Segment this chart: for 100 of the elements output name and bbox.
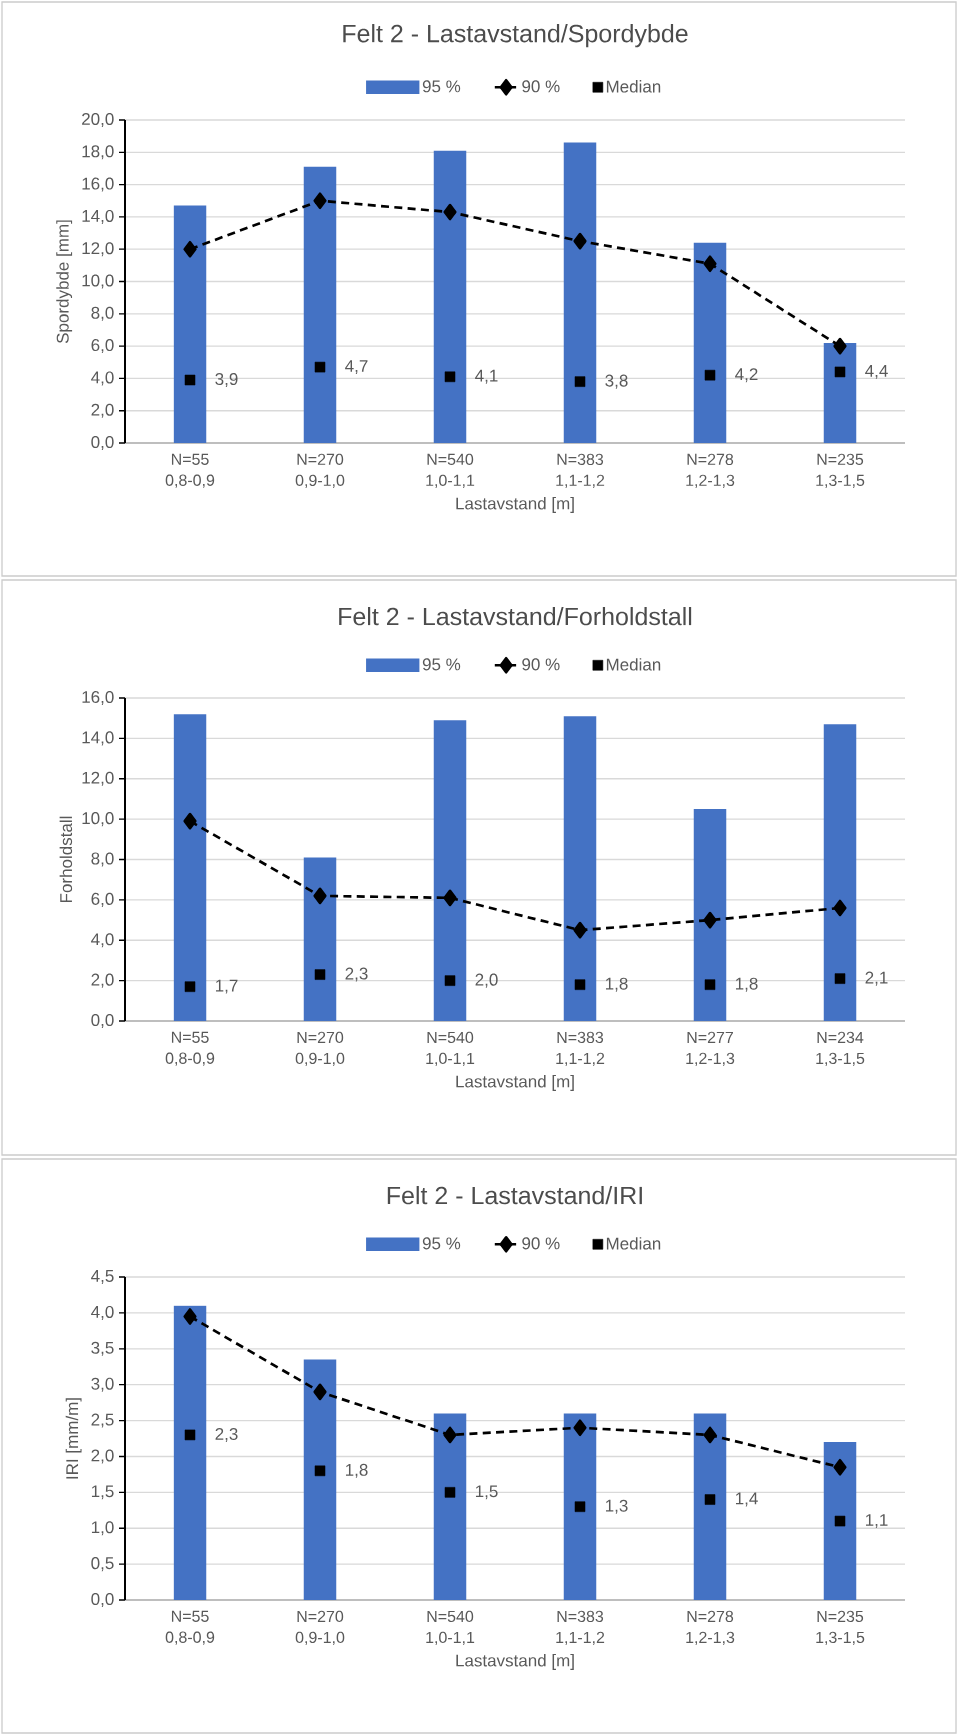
bar — [433, 720, 467, 1022]
point — [444, 975, 456, 986]
point — [833, 337, 847, 355]
bar — [563, 1413, 597, 1601]
x-tick-label: N=278 1,2-1,3 — [686, 453, 735, 488]
y-tick-label: 0,0 — [91, 435, 114, 451]
data-label: 1,7 — [215, 979, 238, 994]
point — [443, 1426, 457, 1444]
y-tick-label: 4,0 — [91, 933, 114, 948]
bar — [433, 150, 467, 444]
data-label: 2,3 — [345, 967, 368, 982]
y-tick-label: 2,0 — [91, 973, 114, 988]
point — [574, 979, 586, 990]
y-tick-label: 10,0 — [82, 812, 114, 827]
point — [834, 366, 846, 378]
point — [573, 232, 587, 250]
point — [574, 376, 586, 387]
point — [704, 1494, 716, 1505]
point — [573, 921, 587, 939]
y-tick-label: 6,0 — [91, 892, 114, 907]
y-tick-label: 3,0 — [91, 1377, 114, 1392]
point — [183, 240, 197, 258]
legend-label: 95 % — [422, 1237, 461, 1250]
y-tick-label: 16,0 — [82, 690, 114, 706]
y-tick-label: 0,0 — [91, 1013, 114, 1029]
y-tick-label: 4,0 — [91, 371, 114, 386]
x-tick-label: N=55 0,8-0,9 — [165, 1031, 215, 1066]
y-tick-label: 3,5 — [91, 1341, 114, 1356]
bar — [173, 714, 207, 1022]
legend-label: 90 % — [522, 1237, 560, 1250]
point — [183, 1308, 197, 1325]
y-tick-label: 18,0 — [82, 145, 114, 160]
x-axis-title: Lastavstand [m] — [456, 497, 574, 513]
y-tick-label: 14,0 — [82, 731, 114, 746]
legend-label: Median — [606, 658, 661, 671]
y-tick-label: 1,0 — [91, 1521, 114, 1536]
x-tick-label: N=270 0,9-1,0 — [295, 1610, 345, 1645]
point — [444, 371, 456, 383]
chart-title: Felt 2 - Lastavstand/Spordybde — [343, 24, 688, 48]
point — [704, 979, 716, 990]
point — [704, 369, 716, 381]
point — [313, 887, 327, 905]
x-tick-label: N=234 1,3-1,5 — [816, 1031, 865, 1066]
data-label: 1,8 — [735, 977, 758, 992]
x-tick-label: N=383 1,1-1,2 — [556, 453, 605, 488]
point — [184, 981, 196, 992]
data-label: 4,1 — [475, 369, 498, 384]
point — [184, 1429, 196, 1441]
data-label: 2,1 — [865, 971, 888, 986]
x-axis-title: Lastavstand [m] — [456, 1654, 574, 1670]
y-tick-label: 8,0 — [91, 852, 114, 867]
data-label: 1,5 — [475, 1485, 498, 1500]
y-tick-label: 12,0 — [82, 771, 114, 786]
point — [833, 1458, 847, 1476]
point — [574, 1501, 586, 1512]
bar — [563, 142, 597, 444]
x-tick-label: N=55 0,8-0,9 — [165, 1610, 215, 1645]
y-tick-label: 10,0 — [82, 274, 114, 289]
y-tick-label: 14,0 — [82, 209, 114, 224]
bar — [173, 1305, 207, 1601]
bar — [693, 809, 727, 1022]
x-tick-label: N=540 1,0-1,1 — [426, 453, 475, 488]
x-tick-label: N=235 1,3-1,5 — [816, 453, 865, 488]
bar — [823, 342, 857, 444]
y-axis-title: IRI [mm/m] — [65, 1398, 82, 1479]
data-label: 1,4 — [735, 1492, 758, 1507]
legend-label: 90 % — [522, 658, 560, 671]
point — [443, 889, 457, 907]
point — [314, 1465, 326, 1477]
chart-title: Felt 2 - Lastavstand/Forholdstall — [339, 606, 692, 626]
bar — [173, 205, 207, 444]
y-tick-label: 4,0 — [91, 1305, 114, 1320]
bar — [303, 1359, 337, 1601]
data-label: 1,3 — [605, 1499, 628, 1514]
point — [313, 192, 327, 210]
y-tick-label: 16,0 — [82, 177, 114, 192]
data-label: 3,9 — [215, 372, 238, 388]
bar — [823, 1442, 857, 1601]
x-tick-label: N=540 1,0-1,1 — [426, 1610, 475, 1645]
data-label: 4,4 — [865, 365, 888, 379]
x-tick-label: N=55 0,8-0,9 — [165, 453, 215, 488]
point — [833, 899, 847, 917]
bar — [693, 1413, 727, 1601]
x-tick-label: N=383 1,1-1,2 — [556, 1031, 605, 1066]
legend-label: Median — [606, 80, 661, 93]
bar — [693, 242, 727, 444]
data-label: 1,8 — [345, 1463, 368, 1478]
point — [444, 1487, 456, 1498]
y-tick-label: 4,5 — [91, 1270, 114, 1284]
point — [834, 1515, 846, 1527]
point — [834, 973, 846, 984]
x-tick-label: N=270 0,9-1,0 — [295, 1031, 345, 1066]
point — [703, 255, 717, 273]
point — [314, 361, 326, 373]
bar — [563, 716, 597, 1022]
legend-label: Median — [606, 1237, 661, 1250]
data-label: 1,1 — [865, 1514, 888, 1528]
bar — [823, 724, 857, 1022]
y-tick-label: 2,5 — [91, 1413, 114, 1428]
chart-title: Felt 2 - Lastavstand/IRI — [387, 1185, 642, 1205]
